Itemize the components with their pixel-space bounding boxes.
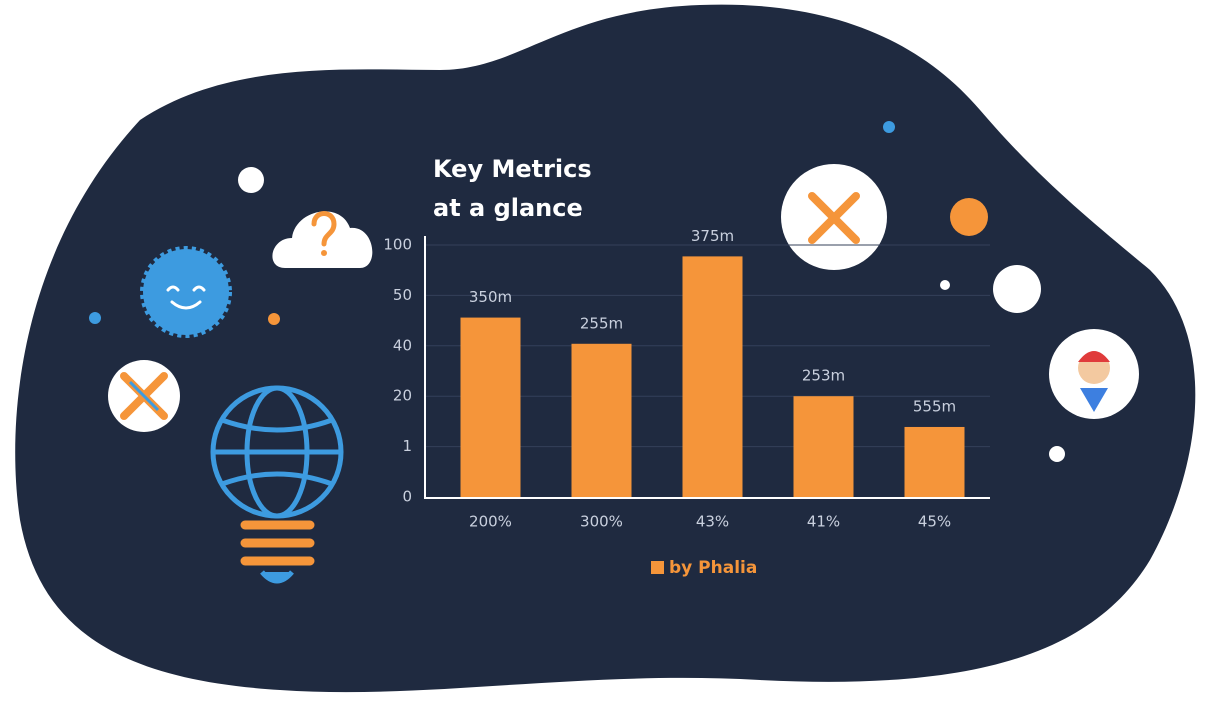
y-tick-label: 100 [383, 236, 412, 254]
bar-label: 350m [469, 288, 512, 306]
globe-bulb-icon [210, 385, 344, 584]
dot [883, 121, 895, 133]
x-tick-label: 43% [696, 513, 729, 531]
avatar-icon [1049, 329, 1139, 419]
bar-label: 253m [802, 367, 845, 385]
chart-subtitle: at a glance [433, 194, 583, 222]
dot [950, 198, 988, 236]
x-tick-label: 300% [580, 513, 623, 531]
y-tick-label: 50 [393, 286, 412, 304]
legend-swatch [651, 561, 664, 574]
cross-icon [108, 360, 180, 432]
x-tick-label: 41% [807, 513, 840, 531]
y-tick-label: 0 [402, 488, 412, 506]
sun-face-icon [140, 246, 232, 338]
plot: 0 1 20 40 50 100 350m 200% 255m 300% 375m 43% 253m 41… [383, 227, 990, 531]
bar [460, 317, 521, 497]
dot [940, 280, 950, 290]
y-tick-label: 20 [393, 387, 412, 405]
dot [89, 312, 101, 324]
y-tick-label: 40 [393, 336, 412, 354]
bar-label: 375m [691, 227, 734, 245]
x-tick-label: 200% [469, 513, 512, 531]
x-tick-label: 45% [918, 513, 951, 531]
dot [1049, 446, 1065, 462]
tools-icon [781, 164, 887, 270]
dot [238, 167, 264, 193]
y-tick-label: 1 [402, 437, 412, 455]
cloud-icon [272, 211, 373, 268]
bar [571, 343, 632, 497]
dot [268, 313, 280, 325]
bar-label: 555m [913, 397, 956, 415]
chart-title: Key Metrics [433, 155, 592, 183]
bar [793, 396, 854, 497]
dot [993, 265, 1041, 313]
bar-label: 255m [580, 314, 623, 332]
bar [904, 426, 965, 497]
bar [682, 256, 743, 497]
legend-label: by Phalia [669, 558, 757, 578]
